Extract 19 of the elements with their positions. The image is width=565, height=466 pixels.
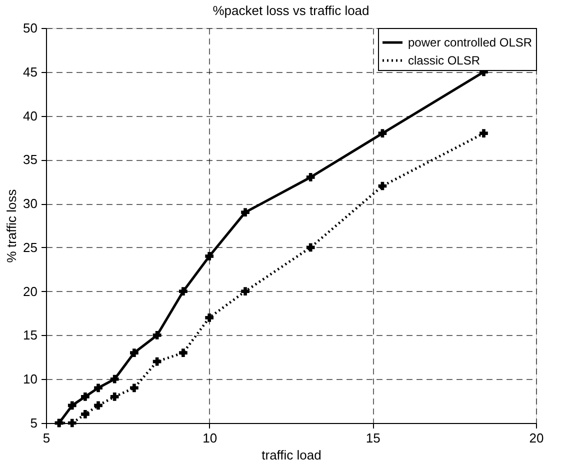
y-tick-label: 30 xyxy=(23,196,38,212)
x-tick-label: 15 xyxy=(366,430,380,446)
y-tick-label: 45 xyxy=(23,64,38,80)
y-tick-label: 25 xyxy=(23,240,38,255)
x-axis-title: traffic load xyxy=(262,448,322,462)
legend-label: classic OLSR xyxy=(408,54,480,68)
y-tick-label: 50 xyxy=(23,20,38,36)
y-tick-label: 15 xyxy=(23,328,38,343)
x-tick-label: 10 xyxy=(202,430,218,446)
y-axis-title: % traffic loss xyxy=(4,188,20,263)
y-tick-label: 35 xyxy=(23,152,38,168)
chart-title: %packet loss vs traffic load xyxy=(212,3,370,18)
y-tick-label: 20 xyxy=(23,284,38,299)
y-tick-label: 40 xyxy=(23,108,38,124)
y-tick-label: 10 xyxy=(23,372,38,387)
x-tick-label: 20 xyxy=(529,430,544,446)
y-tick-label: 5 xyxy=(30,416,38,430)
x-tick-label: 5 xyxy=(42,430,50,446)
legend-label: power controlled OLSR xyxy=(408,36,532,50)
